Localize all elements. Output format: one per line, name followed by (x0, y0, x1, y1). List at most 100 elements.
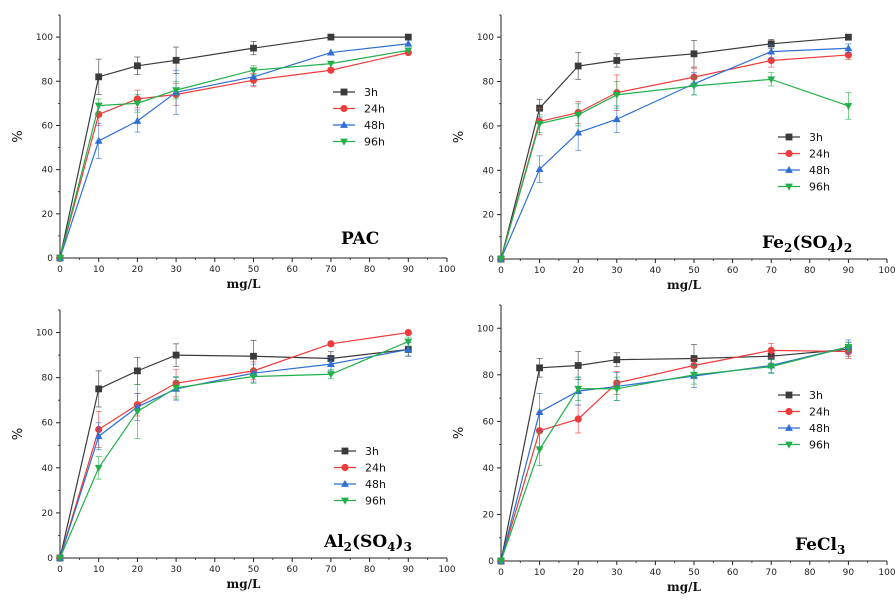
y-axis-label: % (452, 427, 467, 439)
data-point (612, 91, 621, 99)
y-tick-label: 0 (488, 255, 494, 265)
legend-marker (785, 133, 793, 141)
legend-label: 3h (809, 389, 823, 402)
x-tick-label: 30 (611, 568, 623, 578)
data-point (690, 83, 698, 91)
legend-marker (341, 463, 349, 472)
legend-label: 96h (809, 181, 830, 194)
legend: 3h 24h 48h 96h (778, 389, 830, 452)
data-point (767, 76, 776, 84)
data-point (535, 165, 544, 173)
data-point (613, 57, 621, 64)
series-3h (56, 33, 412, 262)
legend-label: 3h (364, 86, 378, 99)
x-tick-label: 80 (804, 568, 816, 578)
x-tick-label: 20 (572, 266, 584, 276)
data-point (574, 62, 582, 70)
y-tick-label: 100 (477, 33, 494, 43)
data-point (95, 385, 103, 393)
data-point (95, 73, 103, 81)
legend: 3h 24h 48h 96h (334, 445, 386, 508)
x-tick-label: 70 (325, 565, 337, 575)
legend-label: 24h (364, 103, 385, 116)
x-tick-label: 0 (498, 266, 504, 276)
legend-label: 48h (365, 478, 386, 491)
legend-label: 3h (809, 131, 823, 144)
y-axis-label: % (452, 131, 467, 143)
x-tick-label: 10 (93, 565, 105, 575)
legend-marker (785, 183, 793, 191)
legend-marker (340, 88, 348, 96)
y-tick-label: 20 (42, 210, 54, 220)
x-tick-label: 0 (57, 565, 63, 575)
x-tick-label: 90 (403, 565, 415, 575)
panel-title: FeCl3 (795, 535, 845, 557)
data-point (327, 66, 335, 74)
series-line (59, 331, 409, 559)
y-tick-label: 60 (483, 417, 495, 427)
y-tick-label: 80 (42, 374, 54, 384)
x-tick-label: 20 (132, 265, 144, 275)
x-tick-label: 30 (611, 266, 623, 276)
series-line (500, 348, 849, 562)
data-point (94, 136, 103, 144)
y-axis-label: % (11, 130, 26, 142)
series-line (59, 51, 409, 259)
data-point (536, 364, 543, 372)
series-96h (497, 72, 853, 264)
y-tick-label: 40 (483, 464, 495, 474)
y-tick-label: 100 (36, 329, 53, 339)
data-point (327, 33, 335, 41)
panel-title: Fe2(SO4)2 (762, 233, 852, 255)
y-tick-label: 0 (488, 557, 494, 567)
x-tick-label: 40 (209, 565, 221, 575)
data-point (690, 50, 698, 58)
legend-marker (340, 120, 348, 128)
x-axis-label: mg/L (227, 277, 261, 291)
data-point (134, 367, 141, 375)
data-point (845, 33, 852, 41)
data-point (574, 415, 582, 423)
data-point (497, 558, 505, 566)
series-96h (56, 336, 413, 563)
x-tick-label: 10 (534, 568, 546, 578)
legend-label: 3h (365, 445, 379, 458)
x-tick-label: 100 (878, 266, 895, 276)
data-point (404, 328, 412, 337)
y-axis-label: % (11, 428, 26, 440)
x-tick-label: 50 (248, 565, 260, 575)
data-point (404, 345, 413, 353)
legend-label: 96h (365, 495, 386, 508)
series-96h (56, 47, 413, 263)
x-tick-label: 70 (765, 266, 777, 276)
data-point (535, 120, 544, 128)
x-tick-label: 60 (727, 266, 739, 276)
data-point (249, 67, 258, 75)
y-tick-label: 80 (42, 77, 54, 87)
y-tick-label: 100 (477, 324, 494, 334)
x-tick-label: 60 (727, 568, 739, 578)
series-line (59, 348, 409, 559)
panel-title: Al2(SO4)3 (323, 532, 412, 554)
data-point (56, 255, 64, 263)
data-point (535, 407, 544, 415)
x-tick-label: 90 (403, 265, 415, 275)
x-tick-label: 30 (170, 565, 182, 575)
data-point (767, 40, 775, 48)
series-24h (497, 50, 853, 263)
x-tick-label: 90 (843, 266, 855, 276)
x-tick-label: 0 (57, 265, 63, 275)
data-point (767, 47, 776, 55)
legend-marker (785, 165, 793, 173)
x-axis-label: mg/L (667, 278, 701, 292)
y-tick-label: 80 (483, 371, 495, 381)
x-tick-label: 100 (438, 565, 455, 575)
x-tick-label: 40 (209, 265, 221, 275)
chart-panel-2: 0 10 20 30 40 50 60 70 80 90 100 0 20 40 60 80 100 mg/L% 3… (452, 14, 895, 292)
data-point (94, 464, 103, 472)
legend-label: 24h (809, 148, 830, 161)
data-point (844, 44, 853, 52)
data-point (172, 56, 180, 64)
x-tick-label: 70 (765, 568, 777, 578)
